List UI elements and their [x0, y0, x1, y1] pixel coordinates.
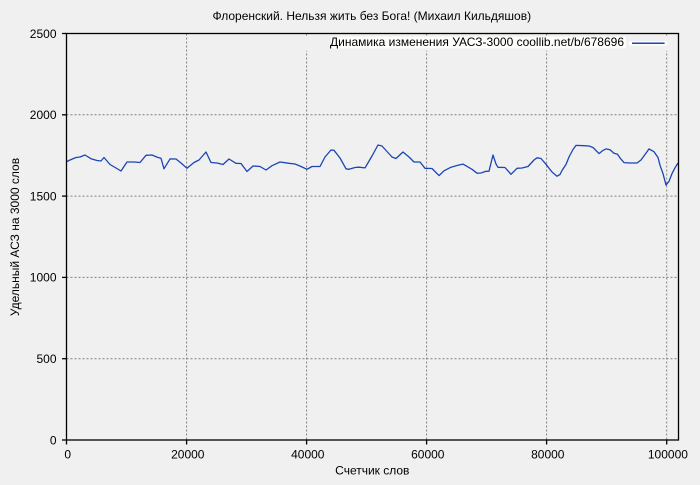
svg-text:80000: 80000: [531, 448, 565, 462]
svg-text:500: 500: [36, 352, 56, 366]
svg-text:Удельный АСЗ на 3000 слов: Удельный АСЗ на 3000 слов: [8, 158, 22, 316]
svg-text:Флоренский. Нельзя жить без Бо: Флоренский. Нельзя жить без Бога! (Михаи…: [213, 9, 532, 23]
svg-text:2000: 2000: [30, 108, 57, 122]
svg-text:1000: 1000: [30, 271, 57, 285]
svg-text:2500: 2500: [30, 27, 57, 41]
svg-text:20000: 20000: [171, 448, 205, 462]
svg-text:Динамика изменения УАСЗ-3000 c: Динамика изменения УАСЗ-3000 coollib.net…: [330, 35, 624, 49]
svg-text:1500: 1500: [30, 189, 57, 203]
svg-text:60000: 60000: [411, 448, 445, 462]
svg-text:0: 0: [50, 433, 57, 447]
svg-text:0: 0: [64, 448, 71, 462]
svg-text:Счетчик слов: Счетчик слов: [335, 464, 409, 478]
svg-text:100000: 100000: [648, 448, 688, 462]
svg-text:40000: 40000: [291, 448, 325, 462]
